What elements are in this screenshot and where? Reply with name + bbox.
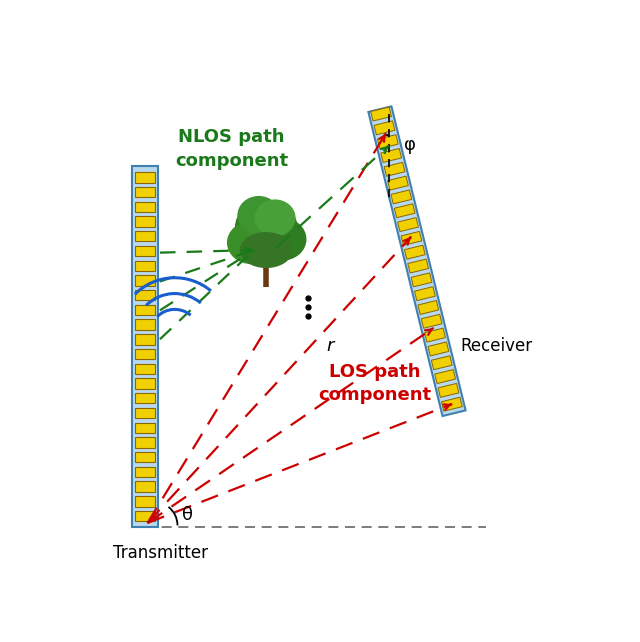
Bar	[135, 334, 156, 345]
Bar	[135, 261, 156, 271]
Polygon shape	[381, 148, 401, 162]
Polygon shape	[418, 300, 438, 315]
Polygon shape	[415, 287, 435, 300]
Polygon shape	[371, 107, 392, 121]
Polygon shape	[411, 273, 432, 287]
Polygon shape	[391, 190, 412, 204]
Bar	[135, 290, 156, 300]
Bar	[135, 246, 156, 256]
Bar	[135, 378, 156, 388]
Text: θ: θ	[182, 505, 193, 523]
Polygon shape	[438, 383, 459, 397]
Ellipse shape	[238, 196, 280, 234]
Polygon shape	[388, 176, 408, 190]
Polygon shape	[435, 370, 456, 383]
Bar	[135, 408, 156, 418]
Text: r: r	[327, 338, 334, 356]
Text: LOS path
component: LOS path component	[318, 363, 431, 404]
Text: Receiver: Receiver	[461, 338, 532, 356]
Bar	[135, 496, 156, 507]
Polygon shape	[369, 107, 465, 416]
Polygon shape	[404, 245, 425, 259]
Ellipse shape	[259, 218, 306, 260]
Bar	[135, 422, 156, 433]
Bar	[135, 320, 156, 330]
Polygon shape	[378, 135, 398, 149]
Text: Transmitter: Transmitter	[113, 544, 208, 562]
Bar	[135, 467, 156, 477]
Bar	[135, 275, 156, 286]
Text: φ: φ	[404, 136, 415, 154]
Bar	[135, 511, 156, 521]
Polygon shape	[431, 356, 452, 370]
Polygon shape	[408, 259, 429, 273]
Ellipse shape	[236, 200, 297, 255]
Polygon shape	[397, 218, 419, 232]
Bar	[135, 393, 156, 403]
Polygon shape	[374, 121, 395, 135]
Bar	[135, 482, 156, 492]
Bar	[135, 202, 156, 212]
Bar	[135, 216, 156, 227]
Ellipse shape	[228, 222, 275, 263]
Bar	[135, 437, 156, 447]
Polygon shape	[421, 315, 442, 328]
Polygon shape	[401, 231, 422, 245]
Polygon shape	[394, 204, 415, 218]
Bar	[135, 363, 156, 374]
Bar	[135, 231, 156, 241]
Bar	[135, 187, 156, 197]
Bar	[135, 305, 156, 315]
Ellipse shape	[255, 200, 295, 236]
Polygon shape	[384, 162, 405, 177]
Bar	[135, 349, 156, 360]
Bar	[135, 452, 156, 462]
Polygon shape	[428, 342, 449, 356]
Ellipse shape	[241, 233, 292, 267]
Polygon shape	[442, 397, 462, 411]
Bar	[135, 172, 156, 182]
Text: NLOS path
component: NLOS path component	[175, 128, 288, 169]
Bar	[132, 166, 158, 527]
Polygon shape	[424, 328, 445, 342]
